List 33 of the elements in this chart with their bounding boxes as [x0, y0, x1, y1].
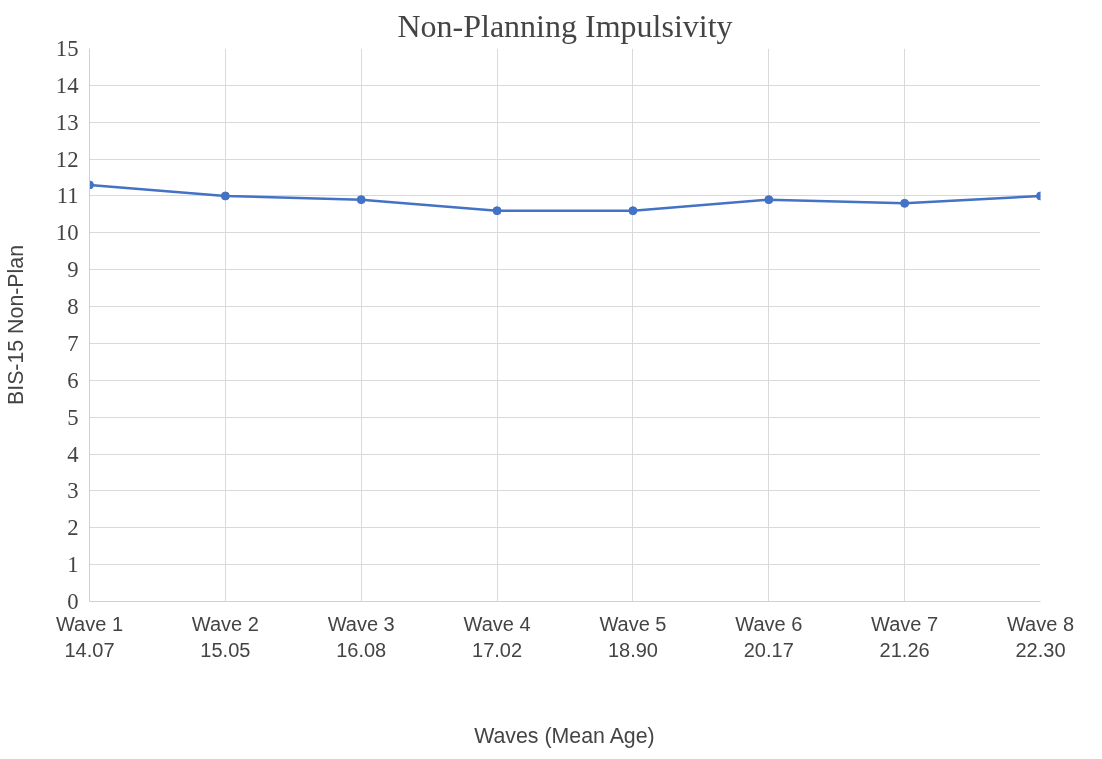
point [764, 195, 774, 205]
y-tick-label: 1 [67, 552, 79, 578]
x-tick-label: Wave 1 14.07 [55, 612, 124, 661]
x-tick-label: Wave 8 22.30 [1006, 612, 1075, 661]
y-tick-label: 7 [67, 330, 79, 356]
x-tick-label: Wave 3 16.08 [327, 612, 395, 661]
y-tick-label: 14 [55, 72, 79, 98]
y-tick-label: 9 [67, 257, 79, 283]
x-axis-title: Waves (Mean Age) [474, 723, 655, 748]
y-tick-label: 11 [56, 183, 79, 209]
x-tick-label: Wave 6 20.17 [735, 612, 803, 661]
y-tick-label: 10 [55, 220, 79, 246]
y-tick-label: 12 [55, 146, 79, 172]
chart-title: Non-Planning Impulsivity [397, 7, 733, 44]
x-tick-label: Wave 2 15.05 [191, 612, 259, 661]
y-tick-label: 5 [67, 404, 79, 430]
y-tick-label: 4 [67, 441, 79, 467]
x-tick-label: Wave 5 18.90 [599, 612, 667, 661]
point [356, 195, 366, 205]
y-tick-label: 15 [55, 36, 79, 61]
point [900, 198, 910, 208]
y-axis-title: BIS-15 Non-Plan [3, 244, 28, 406]
y-tick-label: 2 [67, 515, 79, 541]
y-tick-label: 3 [67, 478, 79, 504]
x-tick-label: Wave 7 21.26 [871, 612, 939, 661]
point [628, 206, 638, 216]
y-tick-label: 0 [67, 589, 79, 614]
y-tick-label: 6 [67, 367, 79, 393]
y-tick-label: 8 [67, 294, 79, 320]
y-tick-label: 13 [55, 109, 79, 135]
point [220, 191, 230, 201]
point [492, 206, 502, 216]
x-tick-label: Wave 4 17.02 [463, 612, 531, 661]
